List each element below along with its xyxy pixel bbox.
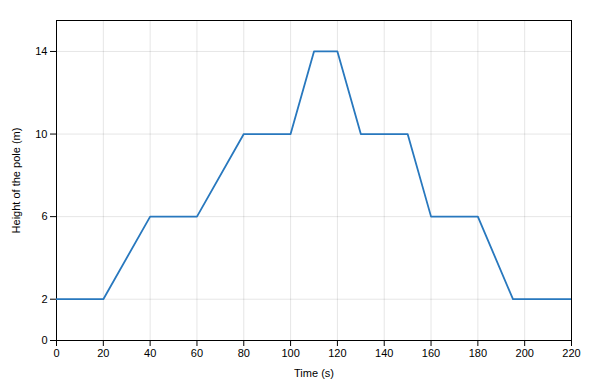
svg-text:180: 180 <box>469 347 487 359</box>
svg-text:10: 10 <box>35 128 47 140</box>
svg-text:60: 60 <box>191 347 203 359</box>
svg-text:20: 20 <box>97 347 109 359</box>
svg-text:0: 0 <box>41 334 47 346</box>
svg-text:80: 80 <box>238 347 250 359</box>
svg-text:2: 2 <box>41 293 47 305</box>
svg-text:40: 40 <box>144 347 156 359</box>
svg-text:200: 200 <box>516 347 534 359</box>
svg-text:Height of the pole (m): Height of the pole (m) <box>10 128 22 234</box>
svg-text:220: 220 <box>562 347 580 359</box>
svg-text:120: 120 <box>328 347 346 359</box>
svg-text:0: 0 <box>53 347 59 359</box>
svg-text:100: 100 <box>281 347 299 359</box>
svg-text:Time (s): Time (s) <box>294 367 334 379</box>
svg-text:160: 160 <box>422 347 440 359</box>
svg-text:6: 6 <box>41 210 47 222</box>
svg-text:140: 140 <box>375 347 393 359</box>
svg-text:14: 14 <box>35 45 47 57</box>
